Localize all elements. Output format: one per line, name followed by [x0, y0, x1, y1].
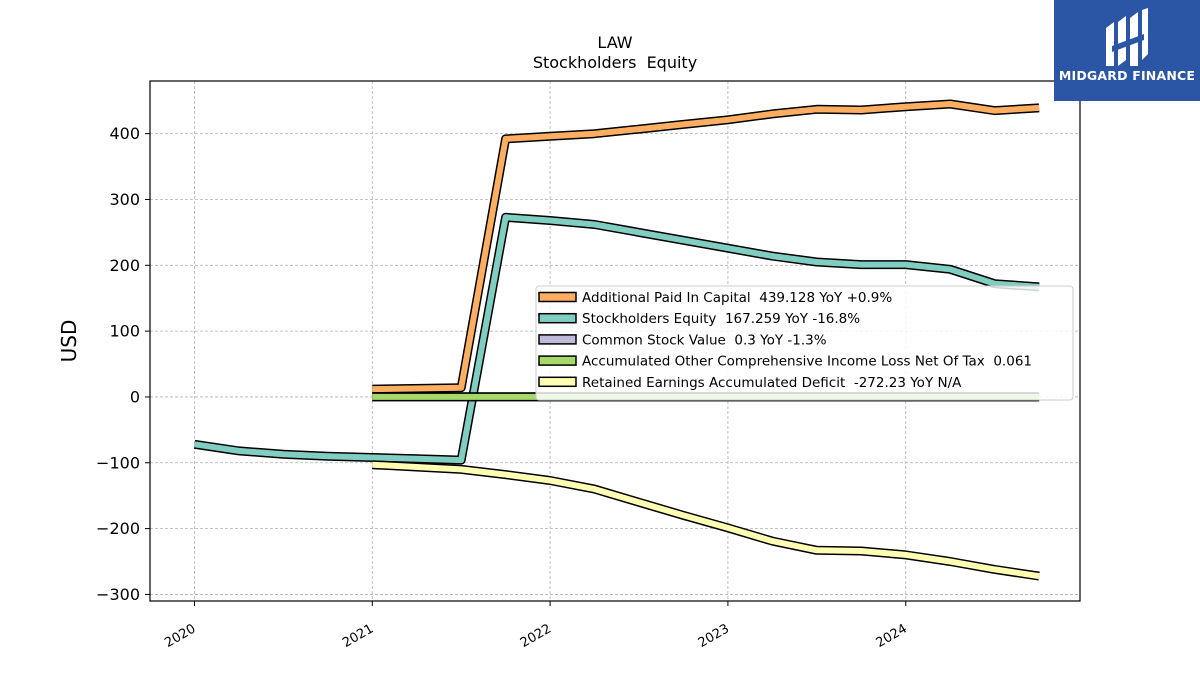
series-line [372, 101, 1040, 393]
legend-entry: Common Stock Value 0.3 YoY -1.3% [582, 332, 827, 348]
y-tick-label: −200 [96, 519, 140, 538]
legend-box [535, 285, 1074, 401]
legend-swatch [538, 291, 577, 303]
y-tick-label: 200 [109, 256, 140, 275]
series-line [194, 214, 1040, 464]
series-additional-paid-in-capital [372, 99, 1040, 394]
x-tick-label: 2020 [162, 621, 198, 651]
y-tick-label: −100 [96, 453, 140, 472]
x-tick-label: 2021 [340, 621, 376, 651]
midgard-finance-logo: MIDGARD FINANCE [1054, 0, 1200, 101]
x-tick-label: 2024 [874, 621, 910, 651]
legend: Additional Paid In Capital 439.128 YoY +… [535, 285, 1074, 401]
logo-text: MIDGARD FINANCE [1058, 68, 1196, 83]
y-axis-label: USD [57, 320, 81, 363]
y-tick-label: −300 [96, 585, 140, 604]
series-line [372, 461, 1040, 580]
series-retained-earnings-accumulated-deficit [372, 460, 1040, 581]
legend-entry: Accumulated Other Comprehensive Income L… [582, 354, 1032, 370]
legend-swatch [538, 376, 577, 388]
legend-swatch [538, 355, 577, 366]
x-tick-label: 2023 [696, 621, 732, 651]
legend-entry: Retained Earnings Accumulated Deficit -2… [582, 375, 962, 391]
x-tick-label: 2022 [518, 621, 554, 651]
plot-frame [149, 80, 1081, 602]
legend-swatch [538, 334, 577, 345]
legend-entry: Additional Paid In Capital 439.128 YoY +… [582, 290, 892, 306]
y-tick-label: 400 [109, 124, 140, 143]
y-tick-label: 100 [109, 322, 140, 341]
series-stockholders-equity [193, 212, 1040, 465]
midgard-logo-icon [1106, 8, 1148, 66]
y-tick-label: 0 [130, 387, 140, 406]
legend-swatch [538, 312, 577, 324]
chart-title: LAW [597, 33, 632, 52]
chart-subtitle: Stockholders Equity [533, 53, 697, 72]
y-tick-label: 300 [109, 190, 140, 209]
legend-entry: Stockholders Equity 167.259 YoY -16.8% [582, 311, 860, 327]
